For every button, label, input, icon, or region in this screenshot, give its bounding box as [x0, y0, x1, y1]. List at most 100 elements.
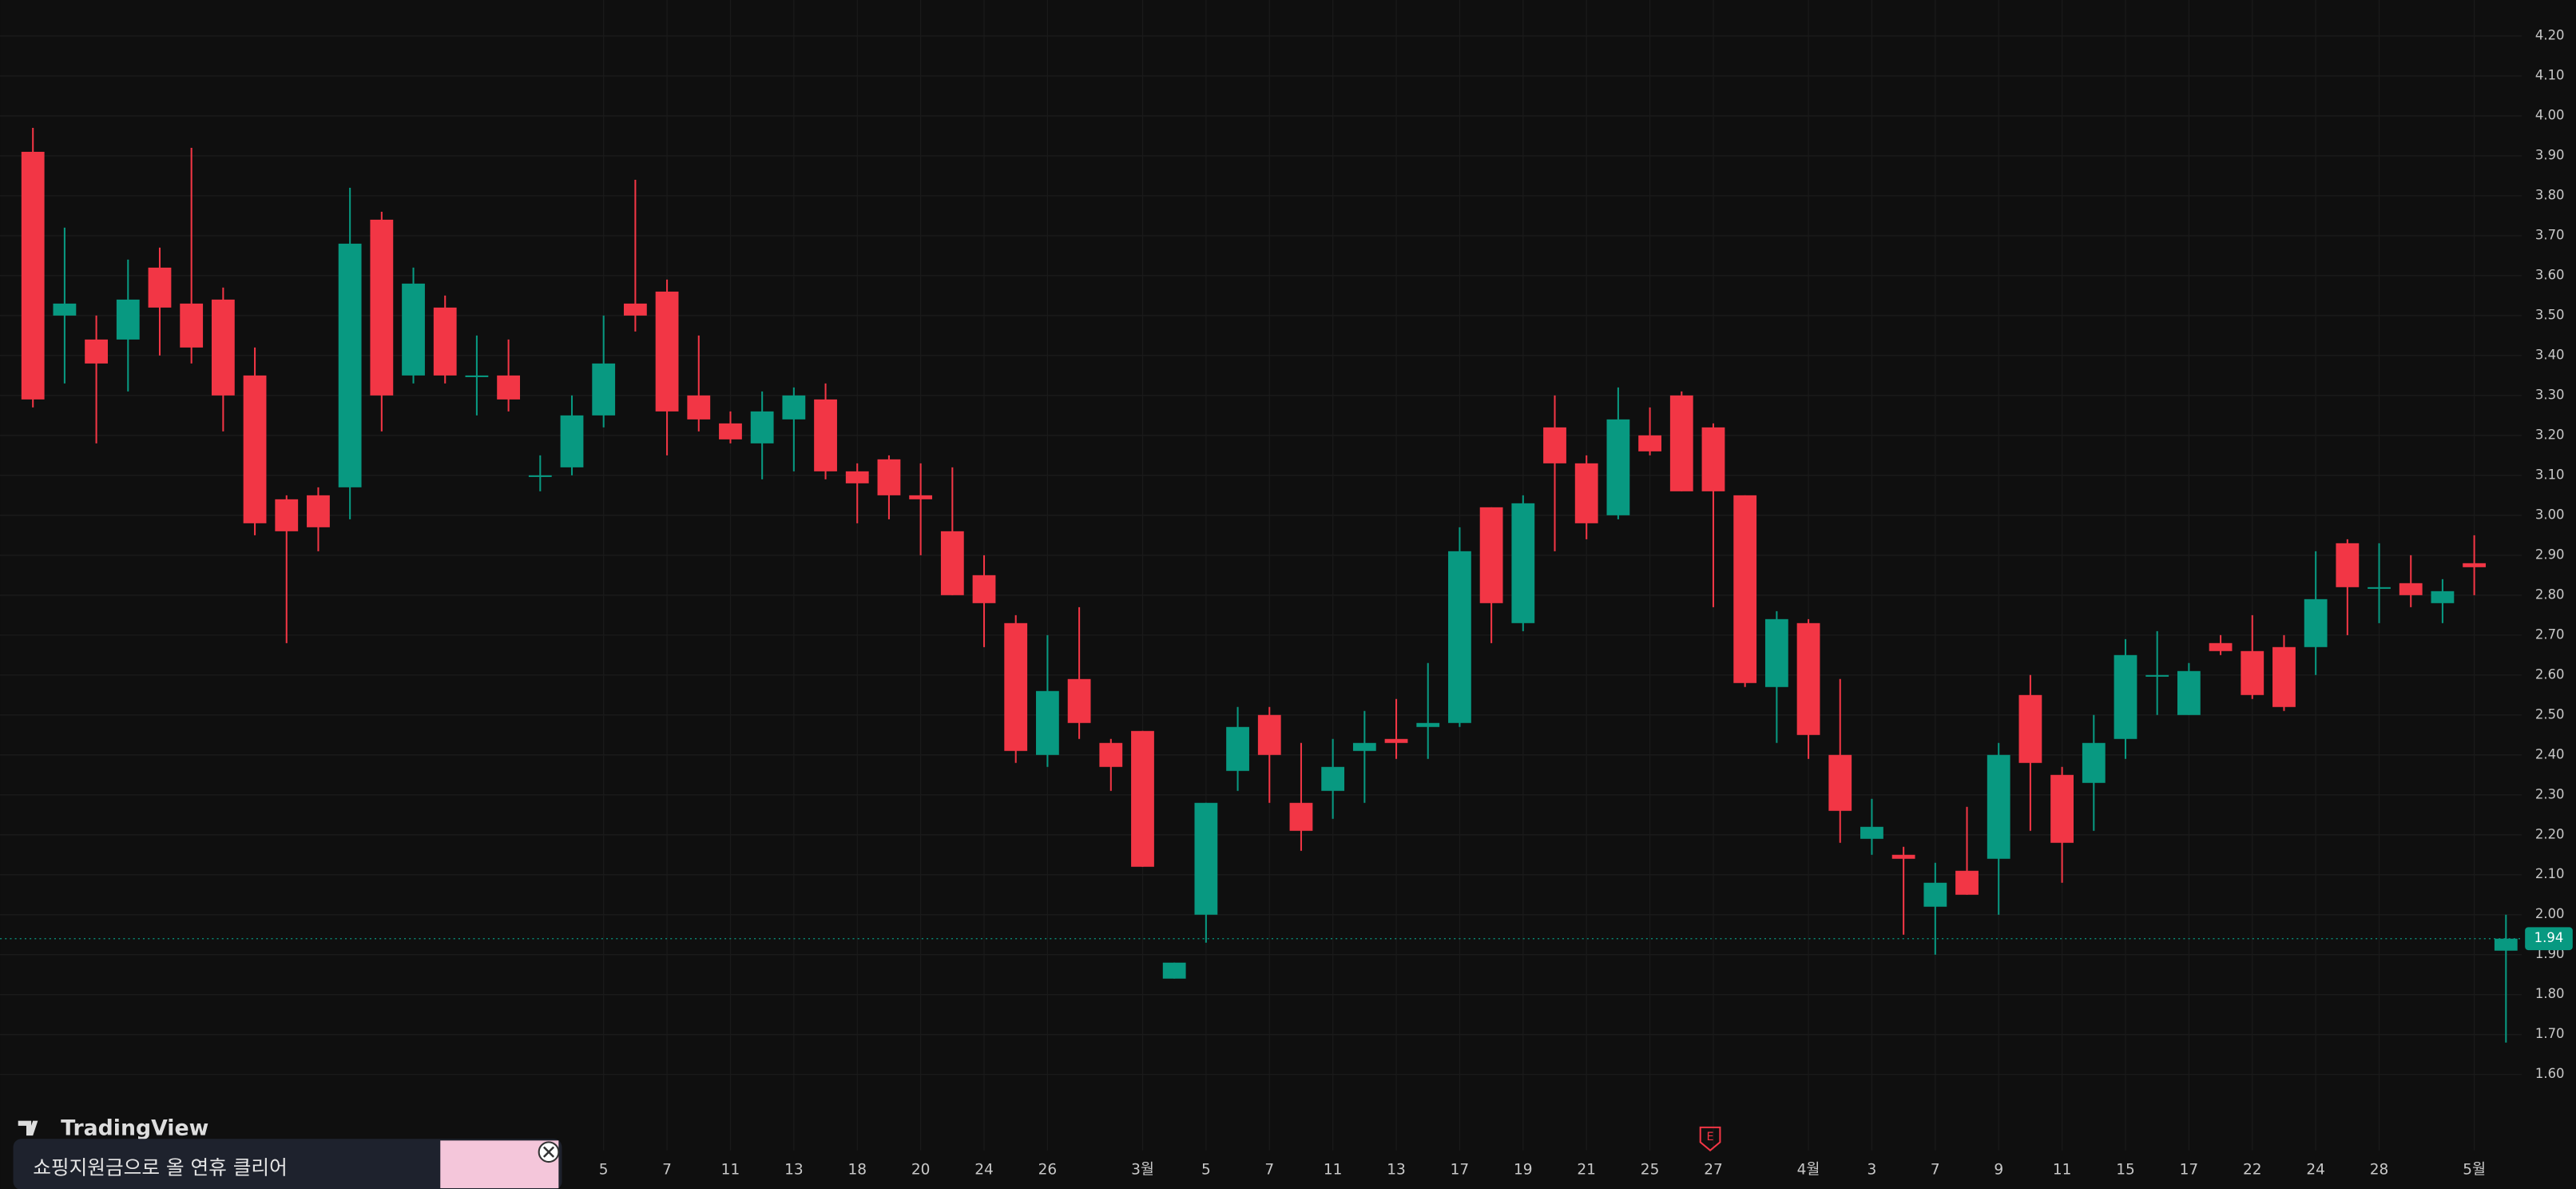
x-tick-label: 5	[599, 1161, 609, 1178]
earnings-label: E	[1707, 1131, 1714, 1143]
y-tick-label: 2.80	[2535, 587, 2565, 602]
x-tick-label: 7	[1264, 1161, 1274, 1178]
y-tick-label: 2.60	[2535, 666, 2565, 682]
candle-body	[148, 267, 172, 308]
candle-body	[845, 471, 869, 483]
candle-body	[1955, 870, 1979, 895]
ad-close-icon	[542, 1146, 555, 1158]
candle-body	[465, 375, 489, 377]
y-tick-label: 4.00	[2535, 107, 2565, 122]
y-tick-label: 3.60	[2535, 267, 2565, 282]
candle-body	[1067, 678, 1091, 723]
y-tick-label: 4.20	[2535, 27, 2565, 42]
x-tick-label: 20	[911, 1161, 931, 1178]
current-price-tag	[2525, 927, 2573, 951]
candle-body	[972, 575, 996, 603]
candle-body	[116, 299, 140, 340]
candle-body	[1162, 962, 1186, 979]
candle-body	[1036, 690, 1059, 755]
candle-body	[180, 303, 204, 348]
y-tick-label: 3.20	[2535, 427, 2565, 442]
y-tick-label: 3.30	[2535, 387, 2565, 402]
candle-body	[1321, 766, 1345, 791]
y-tick-label: 2.50	[2535, 706, 2565, 722]
y-tick-label: 3.70	[2535, 227, 2565, 242]
candle-body	[1606, 419, 1630, 515]
candle-body	[85, 339, 108, 364]
y-tick-label: 3.40	[2535, 347, 2565, 362]
y-tick-label: 2.20	[2535, 826, 2565, 841]
candle-body	[1574, 463, 1598, 523]
y-tick-label: 3.00	[2535, 507, 2565, 522]
candle-body	[2304, 598, 2328, 647]
candle-body	[307, 495, 330, 527]
candle-body	[1701, 427, 1725, 491]
candle-body	[2272, 646, 2296, 707]
candle-body	[243, 375, 267, 523]
x-tick-label: 11	[721, 1161, 740, 1178]
candle-body	[2336, 543, 2360, 587]
candle-body	[719, 423, 742, 439]
y-tick-label: 2.00	[2535, 906, 2565, 921]
candle-body	[1479, 507, 1503, 603]
y-tick-label: 2.90	[2535, 547, 2565, 562]
candle-body	[2494, 938, 2518, 951]
x-tick-label: 26	[1038, 1161, 1058, 1178]
x-tick-label: 22	[2243, 1161, 2262, 1178]
x-tick-label: 11	[1324, 1161, 1343, 1178]
candle-body	[1226, 726, 1249, 771]
x-tick-label: 25	[1641, 1161, 1660, 1178]
y-tick-label: 2.10	[2535, 866, 2565, 881]
ad-text[interactable]: 쇼핑지원금으로 올 연휴 클리어	[33, 1155, 288, 1179]
candle-body	[2431, 591, 2455, 603]
candle-body	[814, 399, 837, 471]
x-tick-label: 5	[1201, 1161, 1211, 1178]
x-tick-label: 9	[1994, 1161, 2003, 1178]
x-tick-label: 19	[1514, 1161, 1533, 1178]
candle-body	[909, 495, 933, 499]
candle-body	[2145, 674, 2169, 677]
candle-body	[687, 395, 711, 420]
candle-body	[1352, 742, 1376, 751]
y-tick-label: 3.90	[2535, 147, 2565, 162]
candle-body	[592, 363, 616, 416]
x-tick-label: 5월	[2463, 1161, 2486, 1178]
candle-body	[1416, 722, 1440, 727]
x-tick-label: 4월	[1797, 1161, 1820, 1178]
logo-icon	[18, 1120, 38, 1136]
candle-body	[1733, 495, 1757, 683]
candle-body	[2050, 774, 2074, 843]
y-tick-label: 2.40	[2535, 746, 2565, 762]
candle-body	[623, 303, 647, 316]
candle-body	[2209, 642, 2233, 651]
x-tick-label: 13	[784, 1161, 804, 1178]
candle-body	[877, 459, 901, 495]
candle-body	[528, 475, 552, 477]
candle-body	[1543, 427, 1566, 463]
candle-body	[53, 303, 77, 316]
candle-body	[1891, 854, 1915, 859]
candle-body	[782, 395, 806, 420]
candle-body	[211, 299, 235, 396]
x-tick-label: 28	[2370, 1161, 2389, 1178]
candle-body	[940, 531, 964, 595]
x-tick-label: 24	[2306, 1161, 2325, 1178]
candle-body	[1796, 622, 1820, 735]
x-tick-label: 11	[2053, 1161, 2072, 1178]
candle-body	[1638, 435, 1661, 451]
x-tick-label: 3월	[1131, 1161, 1154, 1178]
y-tick-label: 1.70	[2535, 1026, 2565, 1041]
candle-body	[1764, 618, 1788, 687]
candle-body	[1384, 738, 1408, 743]
candle-body	[655, 291, 679, 412]
candle-body	[560, 415, 584, 467]
y-tick-label: 3.10	[2535, 467, 2565, 482]
x-tick-label: 18	[847, 1161, 867, 1178]
x-tick-label: 7	[1931, 1161, 1940, 1178]
candle-body	[1669, 395, 1693, 491]
ad-banner[interactable]: 쇼핑지원금으로 올 연휴 클리어	[13, 1139, 562, 1189]
candle-body	[2114, 654, 2137, 739]
y-tick-label: 1.80	[2535, 986, 2565, 1001]
